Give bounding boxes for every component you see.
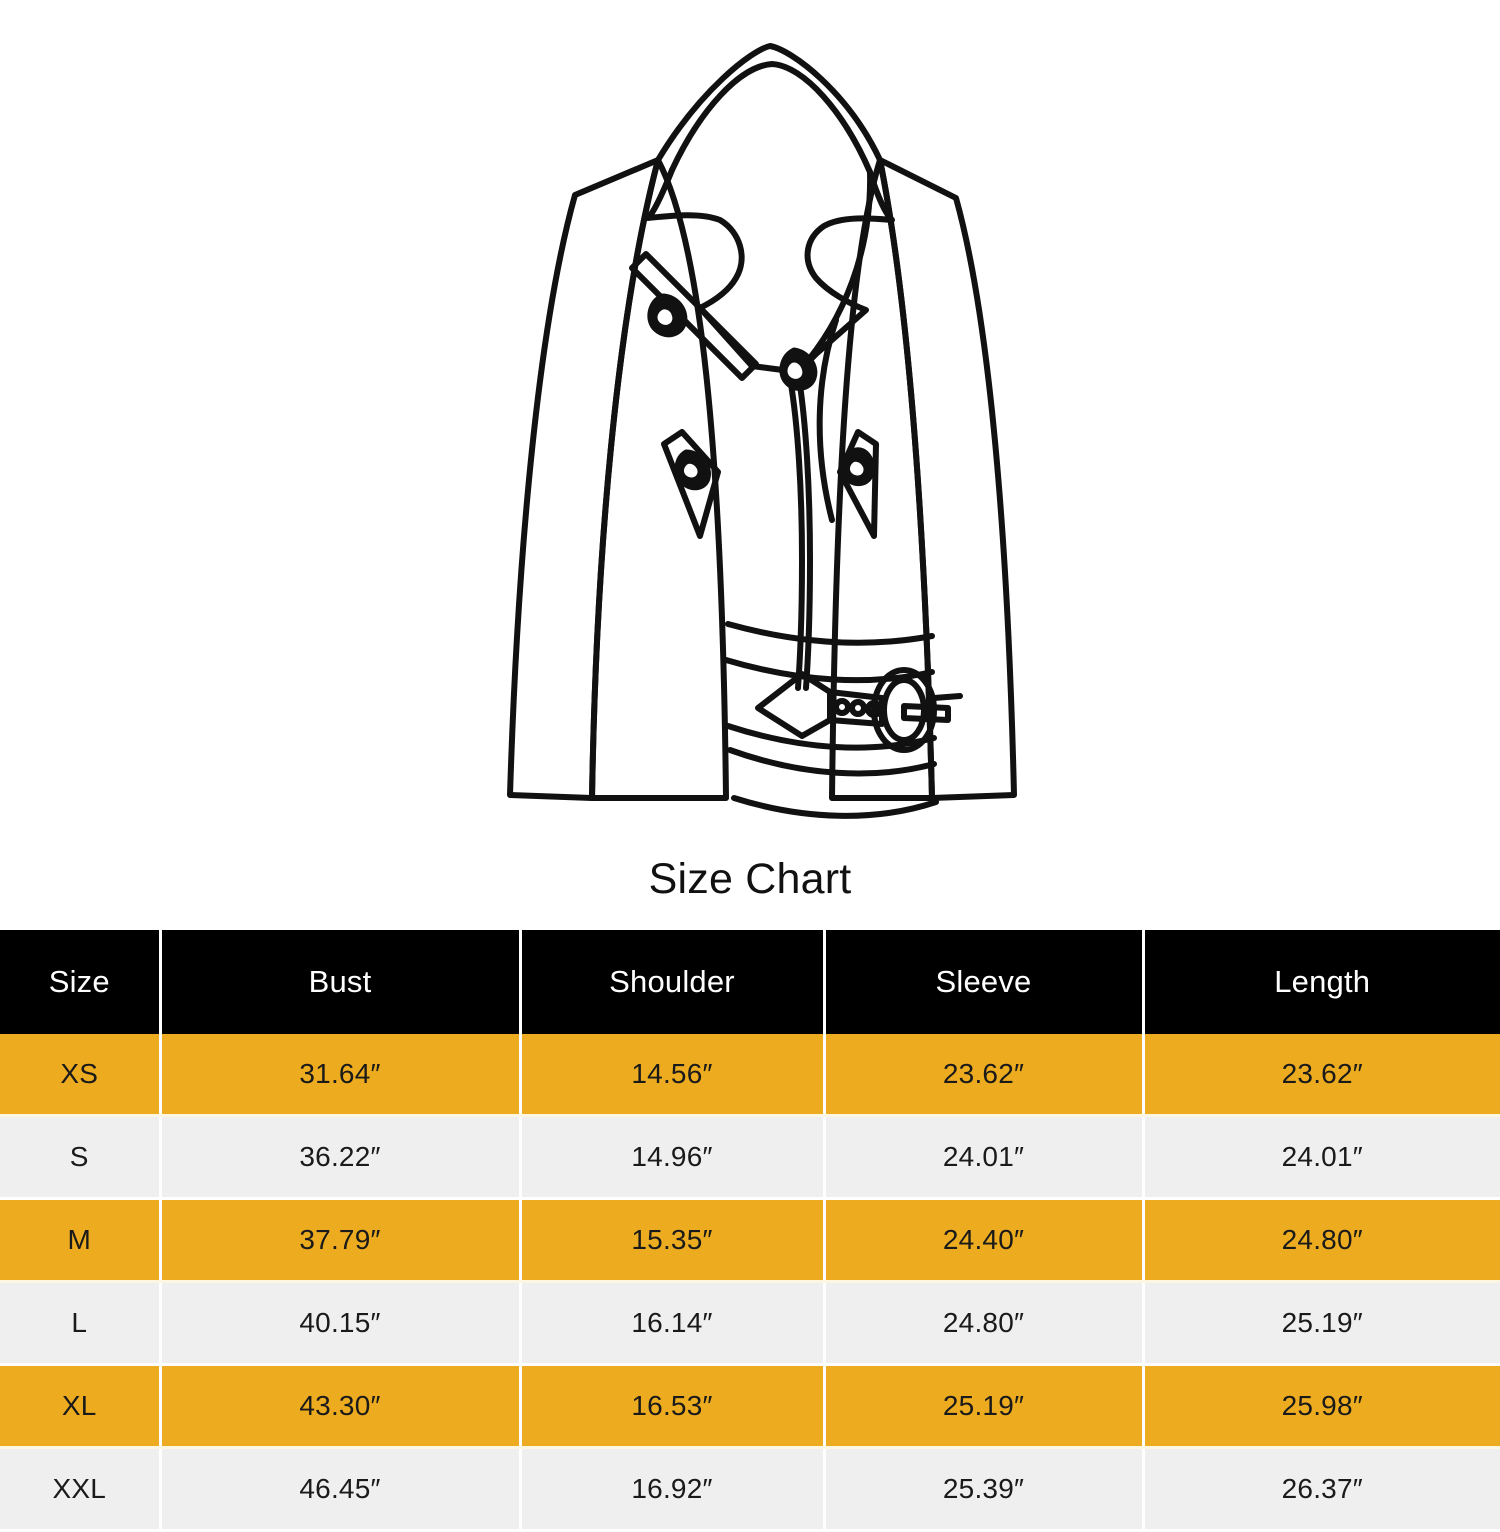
chest-zipper-pull-hole (657, 309, 673, 325)
belt-strap-right-path (931, 693, 963, 701)
cell-sleeve: 23.62″ (824, 1034, 1145, 1117)
right-body-panel-path (829, 157, 935, 801)
cell-shoulder: 14.96″ (520, 1115, 826, 1200)
cell-shoulder: 16.92″ (520, 1447, 826, 1532)
cell-bust: 36.22″ (160, 1115, 522, 1200)
collar-outer-top-path (655, 43, 883, 163)
hem-line-upper-path (727, 747, 937, 777)
cell-bust: 37.79″ (160, 1198, 522, 1283)
cell-sleeve: 25.39″ (824, 1447, 1145, 1532)
cell-size: S (0, 1115, 162, 1200)
page-title: Size Chart (648, 855, 852, 903)
cell-size: M (0, 1198, 162, 1283)
table-row: S 36.22″ 14.96″ 24.01″ 24.01″ (0, 1115, 1500, 1200)
left-lapel-path (645, 167, 801, 375)
table-row: L 40.15″ 16.14″ 24.80″ 25.19″ (0, 1281, 1500, 1366)
left-body-panel-path (589, 157, 729, 801)
cell-sleeve: 24.01″ (824, 1115, 1145, 1200)
right-lapel-path (795, 169, 895, 375)
center-zipper-pull-hole (787, 362, 803, 379)
belt-band-lower-path (725, 723, 937, 751)
cell-bust: 43.30″ (160, 1364, 522, 1449)
cell-length: 25.19″ (1143, 1281, 1500, 1366)
cell-length: 23.62″ (1143, 1034, 1500, 1117)
waist-upper-line-path (725, 621, 935, 646)
column-header-size: Size (0, 930, 162, 1034)
cell-shoulder: 16.53″ (520, 1364, 826, 1449)
size-table-head: Size Bust Shoulder Sleeve Length (0, 930, 1500, 1034)
cell-sleeve: 24.80″ (824, 1281, 1145, 1366)
belt-eyelet-1 (833, 698, 851, 716)
chest-pocket-welt-path (629, 251, 759, 381)
cell-size: XXL (0, 1447, 162, 1532)
cell-length: 24.80″ (1143, 1198, 1500, 1283)
jacket-illustration (507, 43, 1017, 819)
table-header-row: Size Bust Shoulder Sleeve Length (0, 930, 1500, 1034)
left-lower-zipper-pull-hole (683, 463, 698, 478)
table-row: XXL 46.45″ 16.92″ 25.39″ 26.37″ (0, 1447, 1500, 1532)
cell-size: L (0, 1281, 162, 1366)
cell-length: 26.37″ (1143, 1447, 1500, 1532)
cell-shoulder: 16.14″ (520, 1281, 826, 1366)
column-header-shoulder: Shoulder (520, 930, 826, 1034)
front-placket-inner-path (787, 375, 805, 691)
cell-size: XS (0, 1034, 162, 1117)
cell-bust: 40.15″ (160, 1281, 522, 1366)
right-lower-zipper-pull-hole (849, 461, 864, 476)
cell-bust: 46.45″ (160, 1447, 522, 1532)
cell-length: 24.01″ (1143, 1115, 1500, 1200)
cell-sleeve: 24.40″ (824, 1198, 1145, 1283)
size-chart-table: Size Bust Shoulder Sleeve Length XS 31.6… (0, 930, 1500, 1532)
cell-length: 25.98″ (1143, 1364, 1500, 1449)
belt-strap-path (827, 689, 885, 727)
right-sleeve-path (877, 157, 1017, 801)
cell-bust: 31.64″ (160, 1034, 522, 1117)
column-header-length: Length (1143, 930, 1500, 1034)
column-header-bust: Bust (160, 930, 522, 1034)
size-chart-page: Size Chart Size Bust Shoulder Sleeve Len… (0, 43, 1500, 1532)
front-placket-outer-path (795, 369, 813, 691)
hem-line-lower-path (731, 795, 939, 819)
column-header-sleeve: Sleeve (824, 930, 1145, 1034)
size-table-container: Size Bust Shoulder Sleeve Length XS 31.6… (0, 930, 1500, 1532)
table-row: XL 43.30″ 16.53″ 25.19″ 25.98″ (0, 1364, 1500, 1449)
belt-band-upper-path (723, 657, 935, 684)
belt-eyelet-2 (849, 699, 867, 717)
table-row: XS 31.64″ 14.56″ 23.62″ 23.62″ (0, 1034, 1500, 1117)
table-row: M 37.79″ 15.35″ 24.40″ 24.80″ (0, 1198, 1500, 1283)
belt-buckle-prong-path (901, 703, 951, 723)
cell-shoulder: 15.35″ (520, 1198, 826, 1283)
belt-arrow-tip-path (755, 671, 833, 739)
collar-inner-neck-path (669, 61, 874, 373)
size-table-body: XS 31.64″ 14.56″ 23.62″ 23.62″ S 36.22″ … (0, 1034, 1500, 1532)
cell-size: XL (0, 1364, 162, 1449)
jacket-line-art-svg (507, 43, 1017, 819)
left-lower-pocket-path (661, 429, 721, 539)
cell-sleeve: 25.19″ (824, 1364, 1145, 1449)
belt-buckle-inner-oval (881, 677, 927, 743)
cell-shoulder: 14.56″ (520, 1034, 826, 1117)
